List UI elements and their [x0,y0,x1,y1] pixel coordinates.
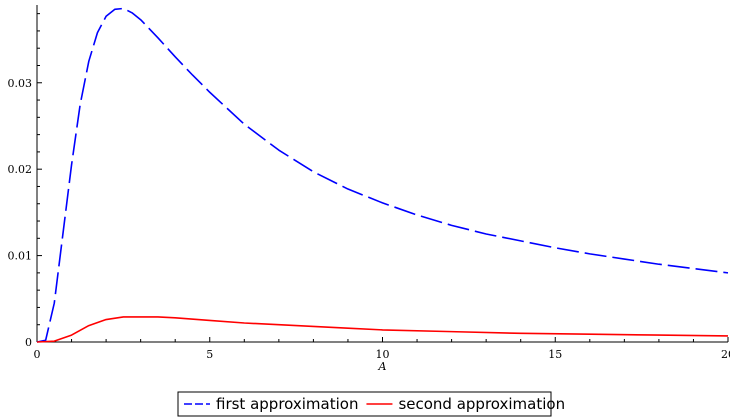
plot-area [36,7,729,343]
y-tick-label: 0.02 [8,163,33,176]
legend-label-first-approximation: first approximation [216,395,358,413]
series-line-second-approximation [36,316,729,343]
series-line-first-approximation [36,7,729,343]
legend-box [177,391,552,417]
x-tick-label: 20 [721,348,730,361]
x-tick-label: 15 [548,348,562,361]
axes: 0 5 10 15 20 A 0 0.01 0.02 0.03 [8,5,730,373]
x-tick-label: 5 [206,348,213,361]
legend-label-second-approximation: second approximation [398,395,565,413]
y-tick-label: 0.03 [8,77,33,90]
x-tick-label: 10 [376,348,390,361]
y-tick-label: 0 [25,336,32,349]
x-tick-label: 0 [34,348,41,361]
x-axis-label: A [378,360,387,373]
y-tick-label: 0.01 [8,250,33,263]
legend: first approximation second approximation [177,391,565,417]
